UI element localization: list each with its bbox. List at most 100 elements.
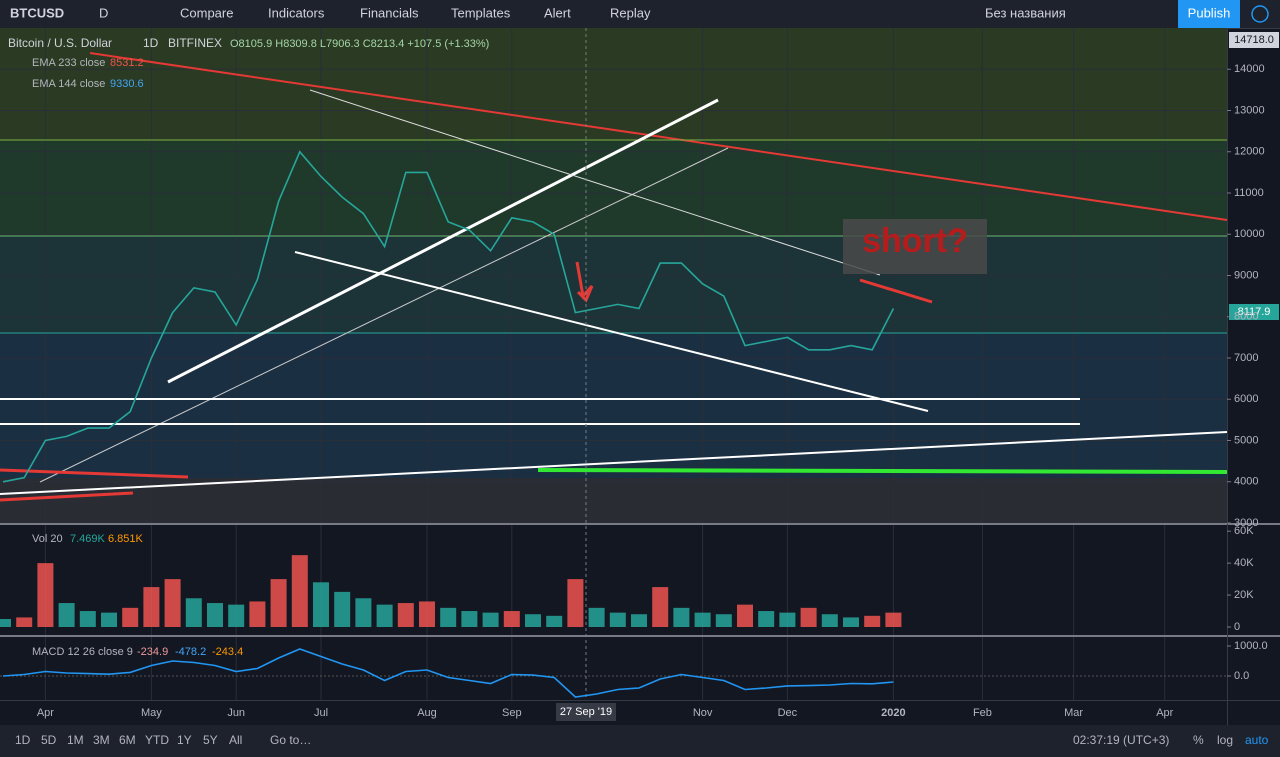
axis-option[interactable]: % [1193, 733, 1204, 747]
annotation-box [843, 219, 987, 274]
y-tick-label: 0.0 [1234, 670, 1249, 682]
indicator-name: EMA 233 close [32, 57, 105, 69]
x-tick-label: Jul [314, 707, 328, 719]
indicator-value: 8531.2 [110, 57, 144, 69]
x-tick-label: Feb [973, 707, 992, 719]
range-button[interactable]: All [229, 733, 242, 747]
y-tick-label: 8000 [1234, 311, 1258, 323]
axis-option[interactable]: auto [1245, 733, 1269, 747]
y-tick-label: 6000 [1234, 393, 1258, 405]
range-button[interactable]: 6M [119, 733, 136, 747]
last-price-box [1229, 304, 1279, 320]
volume-bar [652, 587, 669, 627]
play-button[interactable] [1240, 0, 1280, 28]
volume-name: Vol 20 [32, 533, 63, 545]
toolbar [0, 0, 1280, 28]
layout-name[interactable]: Без названия [985, 5, 1066, 20]
volume-bar [694, 612, 711, 627]
volume-bar [673, 607, 690, 627]
trend-line [0, 491, 134, 502]
symbol[interactable]: BTCUSD [10, 5, 64, 20]
interval[interactable]: D [99, 5, 108, 20]
volume-bar [631, 614, 647, 627]
volume-bar [503, 611, 520, 627]
x-tick-label: Dec [778, 707, 798, 719]
x-tick-label: May [141, 707, 162, 719]
x-tick-label: Apr [37, 707, 54, 719]
x-tick-label: Mar [1064, 707, 1083, 719]
zone [0, 478, 1227, 523]
volume-bar [525, 614, 541, 627]
crosshair-date-box [556, 703, 616, 721]
y-tick-label: 9000 [1234, 269, 1258, 281]
range-button[interactable]: 1D [15, 733, 31, 747]
play-icon [1251, 5, 1269, 23]
volume-bar [567, 579, 584, 627]
trend-line [309, 89, 881, 276]
zone [0, 333, 1227, 478]
volume-bar [58, 603, 75, 627]
y-tick-label: 13000 [1234, 104, 1265, 116]
indicator-value: 9330.6 [110, 78, 144, 90]
macd-signal: -243.4 [212, 646, 243, 658]
volume-bar [228, 604, 245, 627]
goto[interactable]: Go to… [270, 733, 311, 747]
indicator-name: EMA 144 close [32, 78, 105, 90]
axis-option[interactable]: log [1217, 733, 1233, 747]
x-tick-label: Aug [417, 707, 437, 719]
annotation: short? [862, 222, 968, 260]
y-tick-label: 3000 [1234, 517, 1258, 529]
trend-line [167, 98, 719, 384]
trend-line [39, 147, 729, 483]
toolbar-item[interactable]: Indicators [268, 5, 325, 20]
volume-bar [101, 612, 117, 627]
trend-line [0, 468, 189, 479]
volume-bar [291, 555, 308, 627]
x-tick-label: Apr [1156, 707, 1173, 719]
publish-label: Publish [1188, 5, 1231, 20]
range-button[interactable]: YTD [145, 733, 169, 747]
y-tick-label: 10000 [1234, 228, 1265, 240]
toolbar-item[interactable]: Templates [451, 5, 511, 20]
volume-bar [864, 615, 881, 627]
y-tick-label: 7000 [1234, 352, 1258, 364]
volume-bar [482, 612, 499, 627]
legend-title: Bitcoin / U.S. Dollar [8, 36, 112, 50]
toolbar-item[interactable]: Alert [544, 5, 571, 20]
y-tick-label: 0 [1234, 621, 1240, 633]
support-line [537, 468, 1228, 474]
y-tick-label: 11000 [1234, 187, 1264, 199]
high-label-box [1229, 32, 1279, 48]
y-tick-label: 14000 [1234, 63, 1265, 75]
legend-interval: 1D [143, 36, 159, 50]
range-button[interactable]: 5D [41, 733, 57, 747]
range-button[interactable]: 5Y [203, 733, 218, 747]
macd-value: -478.2 [175, 646, 206, 658]
volume-bar [0, 619, 11, 627]
range-button[interactable]: 3M [93, 733, 110, 747]
crosshair-date: 27 Sep '19 [560, 706, 612, 718]
arrow [575, 261, 594, 303]
volume-ma: 6.851K [108, 533, 144, 545]
range-button[interactable]: 1M [67, 733, 84, 747]
volume-bar [885, 612, 902, 627]
y-tick-label: 12000 [1234, 146, 1265, 158]
publish-button[interactable] [1178, 0, 1240, 28]
volume-bar [440, 607, 457, 627]
y-tick-label: 5000 [1234, 434, 1258, 446]
clock: 02:37:19 (UTC+3) [1073, 733, 1169, 747]
toolbar-item[interactable]: Financials [360, 5, 419, 20]
volume-bar [397, 603, 414, 627]
bottom-bar [0, 725, 1280, 757]
x-tick-label: Nov [693, 707, 713, 719]
price-line [2, 648, 894, 698]
toolbar-item[interactable]: Replay [610, 5, 651, 20]
range-button[interactable]: 1Y [177, 733, 192, 747]
y-tick-label: 40K [1234, 557, 1254, 569]
toolbar-item[interactable]: Compare [180, 5, 233, 20]
volume-bar [143, 587, 160, 627]
volume-bar [758, 611, 775, 627]
volume-bar [546, 615, 563, 627]
volume-bar [461, 611, 478, 627]
